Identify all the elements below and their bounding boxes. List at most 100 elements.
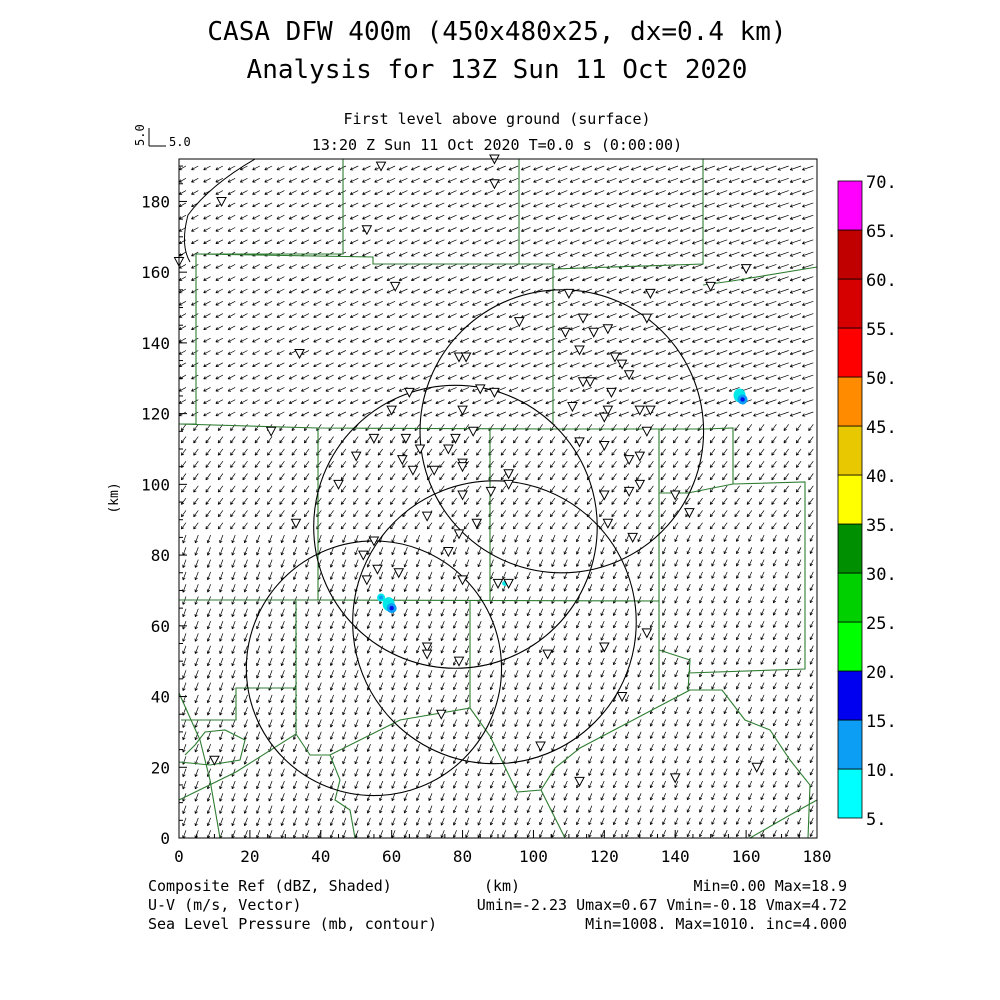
- station-marker: [616, 692, 628, 703]
- station-marker: [606, 387, 617, 398]
- colorbar-segment: [837, 180, 863, 231]
- station-marker: [393, 568, 405, 579]
- colorbar-segment: [837, 719, 863, 770]
- station-marker: [669, 490, 681, 501]
- station-marker: [428, 465, 440, 476]
- station-marker: [457, 405, 468, 416]
- station-marker: [574, 437, 585, 448]
- colorbar-label: 5.: [866, 810, 886, 830]
- station-marker: [471, 518, 483, 529]
- county-line: [329, 754, 356, 839]
- x-tick-label: 20: [240, 847, 259, 866]
- station-marker: [333, 479, 344, 490]
- range-ring: [313, 384, 598, 669]
- station-marker: [623, 370, 635, 381]
- colorbar-label: 25.: [866, 614, 897, 634]
- station-marker: [467, 426, 479, 437]
- range-ring: [352, 480, 637, 765]
- station-marker: [368, 433, 380, 444]
- station-marker: [457, 462, 468, 473]
- field2-stats: Umin=-2.23 Umax=0.67 Vmin=-0.18 Vmax=4.7…: [477, 896, 847, 914]
- station-marker: [414, 444, 426, 455]
- chart-time-line: 13:20 Z Sun 11 Oct 2020 T=0.0 s (0:00:00…: [312, 136, 682, 154]
- field1-label: Composite Ref (dBZ, Shaded): [148, 877, 392, 895]
- station-marker: [574, 776, 585, 787]
- station-marker: [602, 518, 614, 529]
- station-marker: [453, 529, 465, 540]
- station-marker: [574, 345, 585, 356]
- station-marker: [361, 225, 373, 236]
- wind-vectors: [178, 165, 814, 839]
- colorbar-label: 70.: [866, 173, 897, 193]
- county-line: [178, 688, 297, 801]
- colorbar-segment: [837, 425, 863, 476]
- station-marker: [453, 656, 465, 667]
- station-marker: [361, 575, 373, 586]
- station-marker: [609, 352, 621, 363]
- coastline-contour: [184, 158, 256, 263]
- station-marker: [740, 264, 752, 275]
- station-marker: [407, 465, 419, 476]
- colorbar-label: 45.: [866, 418, 897, 438]
- station-marker: [634, 479, 646, 490]
- field3-stats: Min=1008. Max=1010. inc=4.000: [585, 915, 847, 933]
- station-marker: [216, 196, 227, 208]
- colorbar: 5. 10. 15. 20. 25. 30. 35. 40. 45. 50. 55. 60. 65. 70…: [837, 173, 897, 830]
- station-marker: [375, 161, 387, 172]
- station-marker: [396, 455, 408, 466]
- chart-subtitle: First level above ground (surface): [343, 110, 650, 128]
- x-tick-label: 120: [590, 847, 619, 866]
- station-marker: [435, 709, 447, 720]
- vector-scale-vertical-label: 5.0: [133, 124, 147, 146]
- chart-title: CASA DFW 400m (450x480x25, dx=0.4 km): [207, 17, 786, 47]
- y-tick-label: 80: [151, 546, 170, 565]
- colorbar-label: 60.: [866, 271, 897, 291]
- colorbar-label: 20.: [866, 663, 897, 683]
- colorbar-segment: [837, 768, 863, 819]
- y-tick-label: 100: [141, 475, 170, 494]
- colorbar-segment: [837, 327, 863, 378]
- county-line: [181, 601, 297, 721]
- station-marker: [503, 469, 514, 480]
- colorbar-segment: [837, 376, 863, 427]
- county-line: [195, 159, 704, 270]
- station-marker: [584, 377, 596, 388]
- colorbar-segment: [837, 278, 863, 329]
- station-marker: [421, 642, 433, 653]
- reflectivity-cell: [377, 593, 386, 602]
- county-boundaries: [178, 158, 818, 839]
- colorbar-segment: [837, 229, 863, 280]
- station-marker: [450, 433, 461, 444]
- colorbar-label: 15.: [866, 712, 897, 732]
- x-tick-label: 160: [732, 847, 761, 866]
- x-tick-label: 60: [382, 847, 401, 866]
- station-marker: [641, 628, 653, 639]
- y-tick-label: 140: [141, 334, 170, 353]
- y-axis-label: (km): [107, 482, 122, 513]
- colorbar-segment: [837, 523, 863, 574]
- station-marker: [623, 486, 635, 497]
- station-marker: [492, 578, 504, 589]
- station-marker: [421, 511, 433, 522]
- x-axis-unit: (km): [484, 877, 520, 895]
- colorbar-segment: [837, 474, 863, 525]
- station-marker: [599, 490, 610, 501]
- plot-frame: [178, 158, 818, 839]
- county-line: [469, 689, 691, 793]
- station-marker: [645, 288, 656, 299]
- x-tick-label: 0: [174, 847, 184, 866]
- county-line: [179, 428, 319, 601]
- y-tick-label: 20: [151, 758, 170, 777]
- colorbar-segment: [837, 621, 863, 672]
- field1-stats: Min=0.00 Max=18.9: [693, 877, 847, 895]
- x-tick-label: 40: [311, 847, 330, 866]
- station-marker: [489, 179, 500, 190]
- y-tick-label: 160: [141, 263, 170, 282]
- county-line: [295, 601, 471, 756]
- reflectivity-cell: [733, 388, 748, 405]
- reflectivity-cell: [382, 597, 397, 614]
- field2-label: U-V (m/s, Vector): [148, 896, 302, 914]
- station-marker: [751, 762, 763, 773]
- wind-vector-field: [178, 165, 814, 839]
